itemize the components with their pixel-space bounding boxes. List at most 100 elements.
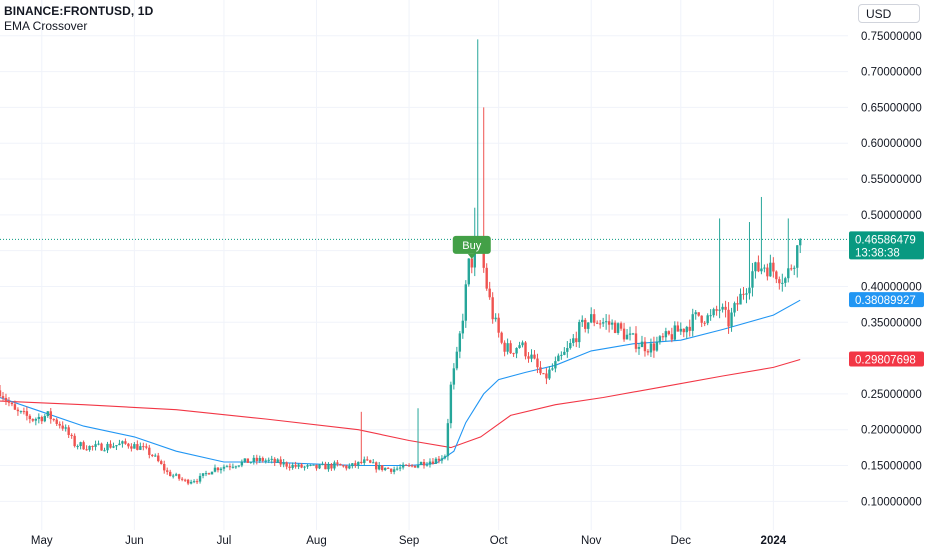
candle-body (109, 443, 112, 448)
candle-body (61, 425, 64, 429)
candle-body (604, 321, 608, 323)
candle (210, 471, 214, 475)
candle-body (19, 411, 23, 413)
candle (330, 462, 333, 471)
candle (139, 442, 142, 451)
candle (342, 464, 345, 468)
y-tick-label: 0.50000000 (861, 210, 922, 222)
candle-body (515, 347, 518, 354)
candle-body (464, 284, 468, 321)
candle-body (64, 427, 67, 429)
candle-body (28, 415, 32, 420)
candle-body (700, 315, 703, 323)
candle-body (494, 317, 497, 320)
candle (512, 352, 515, 357)
candle (700, 315, 703, 328)
candle-body (769, 262, 772, 277)
candle-body (219, 468, 223, 471)
candle (739, 288, 742, 305)
candle (130, 443, 133, 452)
candle-body (736, 303, 739, 305)
candle-body (500, 332, 503, 343)
candle-body (434, 458, 438, 464)
candle (124, 438, 127, 445)
candle (73, 433, 76, 448)
candle-body (512, 353, 515, 355)
candle (303, 465, 306, 471)
candle-body (97, 443, 100, 445)
candle-body (234, 466, 238, 468)
candle (288, 463, 291, 471)
candle (0, 384, 2, 398)
candle-body (587, 322, 590, 329)
candle-body (485, 267, 488, 289)
candle (509, 340, 512, 355)
candle (437, 456, 441, 464)
candle-body (607, 321, 611, 325)
candle-body (781, 282, 784, 284)
candle (431, 458, 435, 465)
candle (237, 465, 241, 468)
candle (443, 454, 447, 460)
candle-body (240, 461, 244, 466)
candle (607, 314, 611, 333)
candle-body (590, 314, 593, 323)
candle-body (751, 271, 754, 288)
candle (204, 470, 208, 477)
candle-body (210, 471, 214, 475)
candle (264, 458, 267, 464)
candle-body (383, 467, 387, 471)
candle (610, 319, 614, 330)
candle-body (204, 473, 208, 475)
candle-body (300, 464, 303, 468)
candle (584, 317, 587, 333)
candle (566, 341, 569, 358)
candle (312, 464, 315, 466)
candle (533, 350, 536, 360)
candle-body (73, 435, 76, 447)
candle-body (321, 463, 324, 465)
candle (778, 276, 781, 290)
candle (207, 472, 211, 475)
candle-body (258, 457, 261, 461)
candle-body (757, 262, 760, 272)
candle-body (55, 419, 58, 424)
candle (506, 338, 509, 355)
candle-body (697, 312, 700, 316)
candle (166, 467, 169, 475)
candle (419, 461, 423, 466)
y-tick-label: 0.20000000 (861, 425, 922, 437)
candle-body (133, 444, 136, 449)
candle (667, 330, 671, 336)
candle (354, 460, 357, 468)
candle-body (246, 458, 250, 463)
currency-button[interactable]: USD (858, 4, 920, 23)
candle (19, 410, 23, 414)
candle-body (784, 278, 787, 283)
candle (787, 218, 790, 283)
candle (548, 366, 551, 380)
candle (91, 445, 94, 451)
buy-signal-pointer (467, 253, 476, 259)
candle-body (533, 354, 536, 359)
candle (297, 463, 300, 470)
candle (1, 392, 5, 401)
candle-body (401, 464, 405, 468)
candle-body (115, 445, 118, 447)
candle-body (294, 464, 297, 467)
candle-body (440, 458, 444, 461)
candle-body (4, 397, 8, 401)
candle (246, 458, 250, 463)
candle-body (709, 315, 712, 317)
candle-body (261, 457, 264, 461)
candle-body (706, 315, 709, 324)
candle (622, 322, 626, 342)
candle (766, 263, 769, 281)
candle-body (491, 297, 494, 320)
candle-body (13, 404, 17, 410)
candle (231, 463, 235, 469)
candle-body (252, 457, 256, 462)
candle (49, 407, 52, 424)
candle (578, 319, 581, 348)
